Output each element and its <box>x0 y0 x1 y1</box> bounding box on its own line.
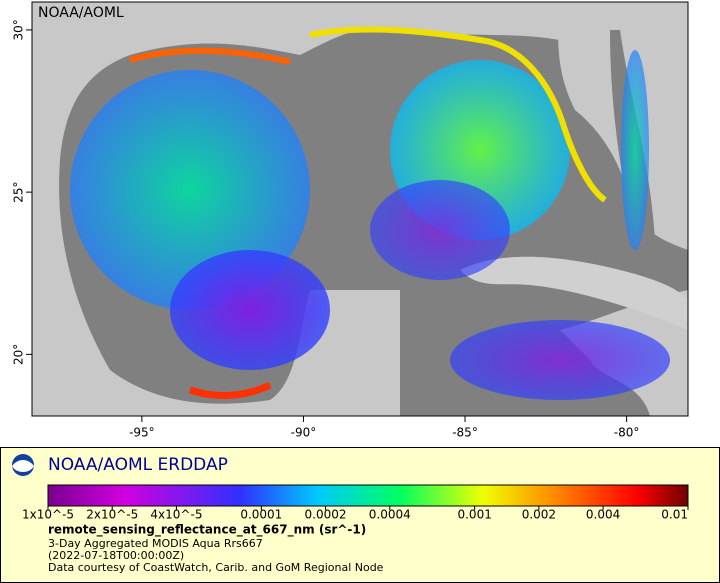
reflectance-area <box>450 320 670 400</box>
info-line: Data courtesy of CoastWatch, Carib. and … <box>48 561 384 574</box>
colorbar-tick-label: 0.01 <box>661 508 688 522</box>
noaa-logo-bird <box>12 460 34 472</box>
colorbar-tick-label: 0.0001 <box>240 508 282 522</box>
legend-panel <box>0 447 720 583</box>
x-tick-label: -90° <box>291 426 317 440</box>
info-line: (2022-07-18T00:00:00Z) <box>48 549 184 562</box>
reflectance-area <box>170 250 330 370</box>
colorbar-tick-label: 0.004 <box>586 508 620 522</box>
reflectance-area <box>621 50 649 250</box>
y-tick-label: 30° <box>12 19 26 40</box>
colorbar-tick-label: 0.0002 <box>305 508 347 522</box>
x-tick-label: -85° <box>452 426 478 440</box>
cuba <box>460 256 688 330</box>
y-tick-label: 20° <box>12 344 26 365</box>
y-tick-label: 25° <box>12 181 26 202</box>
reflectance-area <box>370 180 510 280</box>
x-tick-label: -95° <box>129 426 155 440</box>
colorbar-tick-label: 2x10^-5 <box>86 508 138 522</box>
watermark: NOAA/AOML <box>38 5 124 21</box>
colorbar-tick-label: 0.0004 <box>369 508 411 522</box>
variable-name: remote_sensing_reflectance_at_667_nm (sr… <box>48 523 366 538</box>
coastal-high <box>129 47 291 65</box>
x-tick-label: -80° <box>614 426 640 440</box>
legend-title: NOAA/AOML ERDDAP <box>48 455 228 475</box>
map: NOAA/AOML <box>31 1 689 417</box>
colorbar-tick-label: 0.001 <box>457 508 491 522</box>
coastal-high <box>309 26 607 203</box>
colorbar <box>47 484 689 507</box>
colorbar-tick-label: 1x10^-5 <box>22 508 74 522</box>
map-frame <box>31 1 689 417</box>
colorbar-tick-label: 0.002 <box>522 508 556 522</box>
land-west <box>32 2 560 416</box>
coastal-high <box>188 381 272 399</box>
colorbar-tick-label: 4x10^-5 <box>150 508 202 522</box>
info-line: 3-Day Aggregated MODIS Aqua Rrs667 <box>48 537 263 550</box>
